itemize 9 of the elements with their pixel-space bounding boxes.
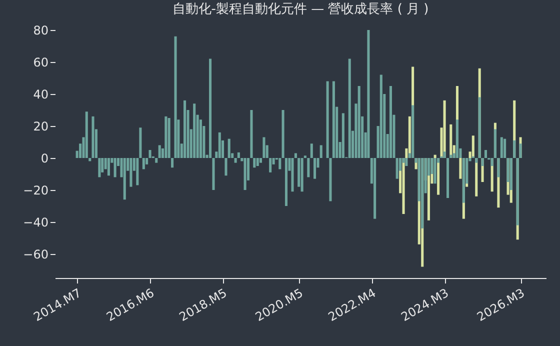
y-tick-label: 60 [33, 56, 48, 70]
y-tick-label: 80 [33, 24, 48, 38]
y-tick-label: −40 [23, 216, 48, 230]
y-tick-label: −60 [23, 248, 48, 262]
y-tick-label: 40 [33, 88, 48, 102]
y-tick-label: −20 [23, 184, 48, 198]
y-tick-label: 0 [40, 152, 48, 166]
chart-title: 自動化-製程自動化元件 — 營收成長率 ( 月 ) [172, 1, 429, 17]
y-tick-label: 20 [33, 120, 48, 134]
